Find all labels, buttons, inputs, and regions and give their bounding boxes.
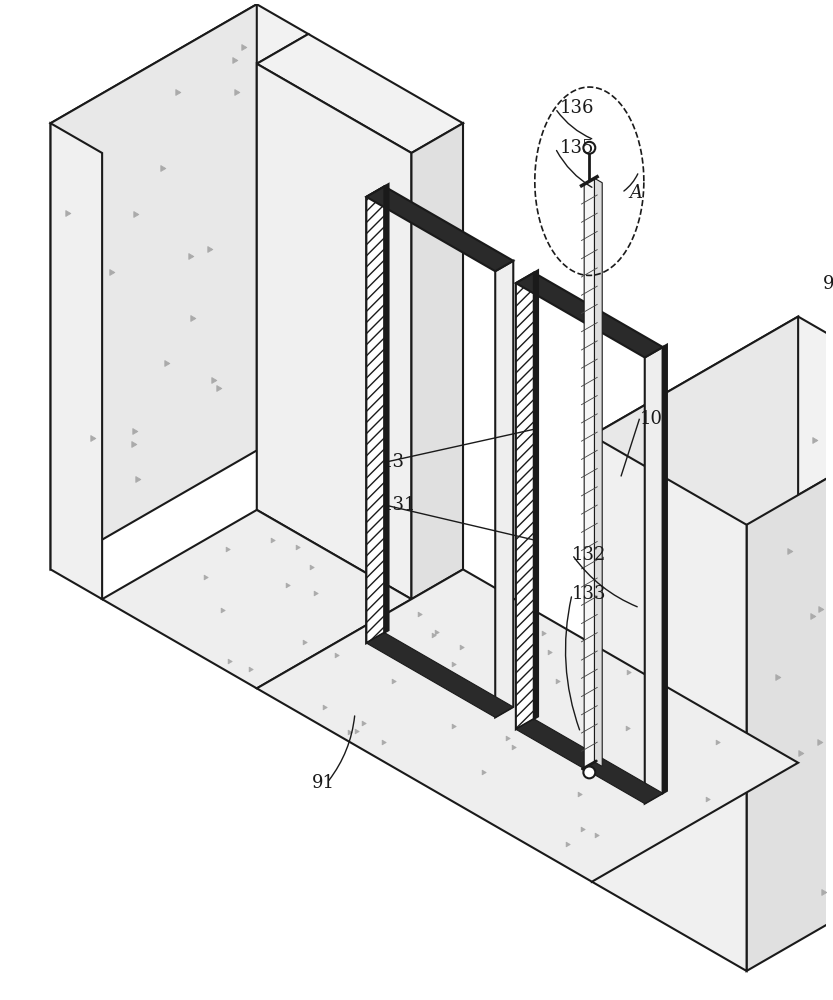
Text: 135: 135 (560, 139, 595, 157)
Polygon shape (645, 347, 663, 804)
Polygon shape (412, 123, 463, 599)
Circle shape (583, 766, 596, 778)
Polygon shape (367, 633, 513, 717)
Polygon shape (584, 178, 595, 768)
Text: 131: 131 (382, 496, 416, 514)
Polygon shape (516, 273, 534, 729)
Text: 133: 133 (572, 585, 606, 603)
Polygon shape (367, 186, 384, 643)
Polygon shape (595, 178, 602, 766)
Polygon shape (257, 64, 412, 599)
Polygon shape (663, 345, 667, 793)
Polygon shape (534, 270, 538, 719)
Polygon shape (516, 273, 663, 357)
Polygon shape (51, 123, 102, 599)
Polygon shape (51, 4, 257, 569)
Text: A: A (630, 184, 642, 202)
Polygon shape (51, 4, 308, 153)
Polygon shape (102, 510, 412, 688)
Text: 13: 13 (382, 453, 405, 471)
Polygon shape (367, 186, 513, 271)
Polygon shape (592, 317, 833, 525)
Text: 91: 91 (312, 774, 336, 792)
Polygon shape (746, 406, 833, 971)
Text: 132: 132 (572, 546, 606, 564)
Text: 136: 136 (560, 99, 595, 117)
Text: 9: 9 (823, 275, 833, 293)
Circle shape (583, 142, 596, 154)
Polygon shape (592, 436, 746, 971)
Polygon shape (496, 261, 513, 717)
Polygon shape (257, 569, 798, 882)
Polygon shape (592, 317, 798, 882)
Polygon shape (516, 719, 663, 804)
Polygon shape (367, 186, 384, 643)
Text: 10: 10 (640, 410, 662, 428)
Polygon shape (384, 184, 388, 633)
Polygon shape (257, 34, 463, 153)
